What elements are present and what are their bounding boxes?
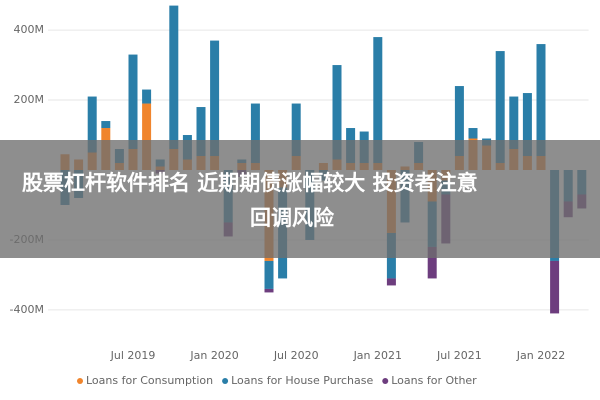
bar-segment xyxy=(210,40,220,157)
bar-segment xyxy=(522,93,532,157)
bar-segment xyxy=(550,260,560,314)
bar-segment xyxy=(536,44,546,157)
y-tick-label: 400M xyxy=(14,23,45,36)
bar-segment xyxy=(101,121,111,129)
x-tick-label: Jul 2020 xyxy=(273,349,319,362)
legend-label: Loans for Other xyxy=(391,374,477,387)
legend-marker xyxy=(382,378,389,384)
x-tick-label: Jan 2020 xyxy=(189,349,238,362)
bar-segment xyxy=(142,103,152,170)
bar-segment xyxy=(264,288,274,293)
bar-segment xyxy=(250,103,260,164)
y-tick-label: -400M xyxy=(10,303,44,316)
bar-segment xyxy=(332,65,342,160)
y-tick-label: 200M xyxy=(14,93,45,106)
bar-segment xyxy=(264,260,274,289)
bar-segment xyxy=(142,89,152,104)
legend-marker xyxy=(222,378,229,384)
bar-segment xyxy=(509,96,519,150)
bar-segment xyxy=(196,107,206,157)
x-tick-label: Jan 2021 xyxy=(353,349,402,362)
banner xyxy=(0,140,600,258)
legend-marker xyxy=(77,378,83,384)
bar-segment xyxy=(87,96,97,153)
bar-segment xyxy=(468,128,478,139)
bar-segment xyxy=(128,54,138,150)
bar-segment xyxy=(386,278,396,286)
legend-label: Loans for Consumption xyxy=(86,374,213,387)
x-tick-label: Jan 2022 xyxy=(516,349,565,362)
banner-text: 回调风险 xyxy=(250,206,335,230)
legend-label: Loans for House Purchase xyxy=(231,374,373,387)
bar-segment xyxy=(169,5,179,150)
banner-text: 股票杠杆软件排名 近期期债涨幅较大 投资者注意 xyxy=(22,171,478,195)
bar-segment xyxy=(373,37,383,164)
x-tick-label: Jul 2021 xyxy=(436,349,482,362)
bar-segment xyxy=(427,246,437,279)
bar-segment xyxy=(495,51,505,164)
x-tick-label: Jul 2019 xyxy=(110,349,156,362)
bar-segment xyxy=(291,103,301,157)
bar-segment xyxy=(454,86,464,157)
